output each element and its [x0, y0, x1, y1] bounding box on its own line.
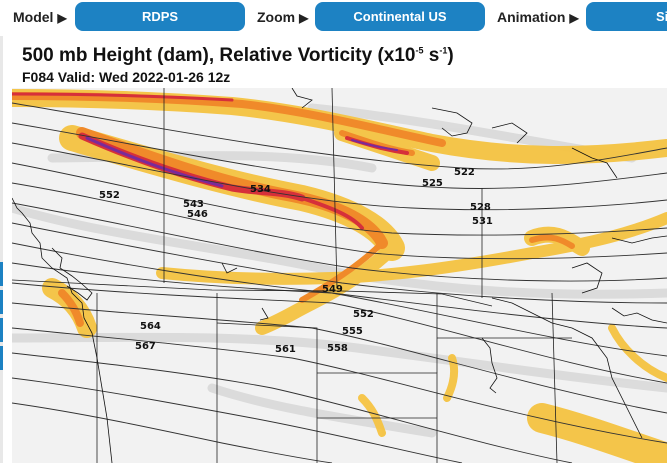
contour-label: 543 [183, 199, 204, 210]
contour-label: 564 [140, 321, 161, 332]
coastlines [12, 88, 667, 463]
side-tab[interactable] [0, 262, 3, 286]
contour-labels: 552 543 546 534 522 525 528 531 549 552 … [99, 167, 493, 355]
animation-label: Animation ▶ [497, 9, 579, 25]
height-contours [12, 102, 667, 463]
contour-label: 531 [472, 216, 493, 227]
side-panel-edge [0, 36, 3, 463]
political-borders [12, 88, 572, 463]
play-arrow-icon: ▶ [57, 11, 67, 25]
contour-label: 558 [327, 343, 348, 354]
animation-select-button[interactable]: Si [586, 2, 667, 31]
contour-label: 534 [250, 184, 271, 195]
contour-label: 552 [353, 309, 374, 320]
vorticity-max-core [12, 92, 409, 230]
contour-label: 561 [275, 344, 296, 355]
side-tab[interactable] [0, 290, 3, 314]
valid-time: F084 Valid: Wed 2022-01-26 12z [22, 69, 231, 85]
contour-label: 525 [422, 178, 443, 189]
side-tab[interactable] [0, 346, 3, 370]
forecast-map[interactable]: 552 543 546 534 522 525 528 531 549 552 … [12, 88, 667, 463]
map-title: 500 mb Height (dam), Relative Vorticity … [22, 45, 454, 66]
contour-label: 567 [135, 341, 156, 352]
side-tab[interactable] [0, 318, 3, 342]
model-select-button[interactable]: RDPS [75, 2, 245, 31]
toolbar: Model ▶ RDPS Zoom ▶ Continental US Animati… [0, 0, 667, 35]
contour-label: 546 [187, 209, 208, 220]
model-label: Model ▶ [13, 9, 67, 25]
contour-label: 549 [322, 284, 343, 295]
contour-label: 522 [454, 167, 475, 178]
contour-label: 528 [470, 202, 491, 213]
contour-label: 552 [99, 190, 120, 201]
play-arrow-icon: ▶ [569, 11, 579, 25]
play-arrow-icon: ▶ [299, 11, 309, 25]
zoom-label: Zoom ▶ [257, 9, 309, 25]
zoom-select-button[interactable]: Continental US [315, 2, 485, 31]
contour-label: 555 [342, 326, 363, 337]
